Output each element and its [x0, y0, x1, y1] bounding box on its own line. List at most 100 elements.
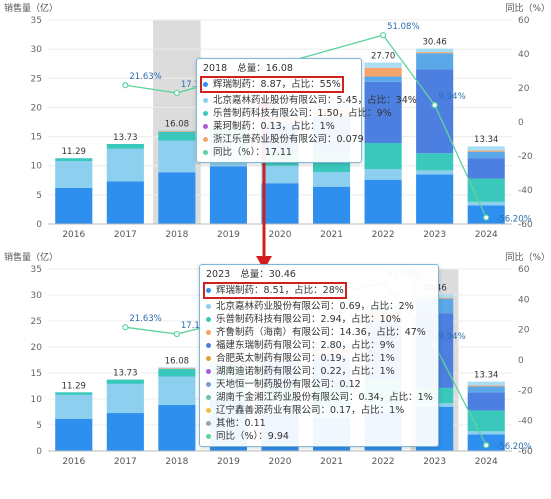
yoy-data-label: 17.1: [181, 321, 200, 331]
bar-segment: [106, 413, 144, 451]
y2-tick-label: -40: [518, 417, 533, 427]
bar-segment: [364, 76, 402, 82]
tooltip-total-value: 30.46: [268, 269, 296, 280]
legend-dot-icon: [206, 369, 211, 374]
x-tick-label: 2017: [114, 457, 137, 467]
bar-segment: [158, 404, 196, 451]
tooltip-row: 北京嘉林药业股份有限公司：0.69，占比：2%: [206, 300, 432, 313]
tooltip-row-text: 辽宁鑫善源药业有限公司：0.17，占比：1%: [216, 405, 405, 416]
yoy-point: [122, 324, 129, 331]
tooltip-row: 同比（%）：9.94: [206, 430, 432, 443]
legend-dot-icon: [203, 82, 208, 87]
y-tick-label: 20: [31, 343, 43, 353]
yoy-point: [380, 32, 387, 39]
x-tick-label: 2019: [217, 457, 240, 467]
y-axis-title: 销售量（亿）: [4, 2, 58, 14]
yoy-data-label: 9.94%: [439, 92, 466, 102]
bar-total-label: 30.46: [422, 38, 446, 48]
legend-dot-icon: [206, 421, 211, 426]
x-tick-label: 2018: [165, 457, 188, 467]
tooltip-row: 辽宁鑫善源药业有限公司：0.17，占比：1%: [206, 404, 432, 417]
y2-tick-label: -20: [518, 152, 533, 162]
legend-dot-icon: [203, 150, 208, 155]
tooltip-row-text: 同比（%）：17.11: [213, 147, 292, 158]
tooltip-row-text: 莱珂制药：0.13，占比：1%: [213, 121, 335, 132]
x-tick-label: 2016: [62, 230, 85, 240]
bar-total-label: 11.29: [62, 147, 86, 157]
bar-segment: [416, 69, 454, 154]
tooltip-row-text: 齐鲁制药（海南）有限公司：14.36，占比：47%: [216, 327, 426, 338]
tooltip-highlight-box: 辉瑞制药：8.51，占比：28%: [203, 282, 347, 299]
tooltip-colon: ：: [256, 63, 266, 74]
bar-segment: [106, 143, 144, 149]
bar-segment: [416, 53, 454, 70]
tooltip-row: 其他：0.11: [206, 417, 432, 430]
x-tick-label: 2017: [114, 230, 137, 240]
yoy-point: [483, 214, 490, 221]
bar-segment: [158, 367, 196, 369]
yoy-data-label: 17.11: [181, 80, 205, 90]
bar-segment: [106, 379, 144, 384]
legend-dot-icon: [203, 137, 208, 142]
tooltip-row: 莱珂制药：0.13，占比：1%: [203, 120, 355, 133]
bar-segment: [158, 376, 196, 405]
y-tick-label: 30: [31, 291, 43, 301]
tooltip-total-label: 总量: [237, 63, 257, 74]
tooltip-row-text: 福建东瑞制药有限公司：2.80，占比：9%: [216, 340, 395, 351]
y2-tick-label: 0: [518, 356, 524, 366]
tooltip-row: 辉瑞制药：8.87，占比：55%: [200, 75, 355, 94]
y2-axis-title: 同比（%）: [505, 251, 550, 263]
tooltip-header: 2018 总量：16.08: [203, 62, 355, 75]
bar-segment: [209, 166, 248, 224]
y2-tick-label: 40: [518, 50, 530, 60]
y2-tick-label: 60: [518, 265, 530, 275]
bar-total-label: 16.08: [165, 356, 189, 366]
y-tick-label: 0: [36, 447, 42, 457]
y-tick-label: 15: [31, 133, 42, 143]
y2-tick-label: -60: [518, 447, 533, 457]
yoy-data-label: 21.63%: [129, 72, 161, 82]
bar-segment: [55, 158, 93, 162]
x-tick-label: 2022: [372, 457, 395, 467]
bar-segment: [312, 186, 351, 224]
legend-dot-icon: [206, 408, 211, 413]
bar-segment: [467, 146, 505, 151]
tooltip-total-value: 16.08: [265, 63, 293, 74]
bar-segment: [158, 368, 196, 377]
tooltip-row-text: 湖南千金湘江药业股份有限公司：0.34，占比：1%: [216, 392, 433, 403]
x-tick-label: 2023: [423, 457, 446, 467]
tooltip-row-text: 同比（%）：9.94: [216, 431, 289, 442]
tooltip-year: 2018: [203, 63, 228, 74]
y-tick-label: 10: [31, 162, 43, 172]
x-tick-label: 2020: [269, 457, 292, 467]
bar-total-label: 27.70: [371, 52, 395, 62]
yoy-point: [431, 102, 438, 109]
bar-segment: [158, 368, 196, 369]
yoy-point: [173, 89, 180, 97]
tooltip-row: 同比（%）：17.11: [203, 146, 355, 159]
bar-segment: [416, 153, 454, 171]
bar-segment: [467, 392, 505, 411]
tooltip-highlight-box: 辉瑞制药：8.87，占比：55%: [200, 76, 344, 93]
yoy-point: [173, 330, 180, 338]
yoy-point: [483, 442, 490, 449]
tooltip-row-text: 北京嘉林药业股份有限公司：0.69，占比：2%: [216, 301, 414, 312]
tooltip-header: 2023 总量：30.46: [206, 268, 432, 281]
tooltip-2018: 2018 总量：16.08 辉瑞制药：8.87，占比：55% 北京嘉林药业股份有限公司…: [196, 58, 417, 163]
x-tick-label: 2020: [269, 230, 292, 240]
bar-segment: [55, 187, 93, 224]
bar-segment: [467, 158, 505, 179]
y-tick-label: 35: [31, 265, 42, 275]
y2-tick-label: 40: [518, 295, 530, 305]
bar-total-label: 13.34: [474, 135, 498, 145]
tooltip-row: 湖南迪诺制药有限公司：0.22，占比：1%: [206, 365, 432, 378]
bar-total-label: 11.29: [62, 381, 86, 391]
yoy-data-label: -56.20%: [496, 215, 531, 225]
yoy-data-label: 51.08%: [387, 22, 419, 32]
tooltip-row: 乐普制药科技有限公司：2.94，占比：10%: [206, 313, 432, 326]
tooltip-colon: ：: [259, 269, 269, 280]
bar-segment: [158, 131, 196, 141]
tooltip-row-text: 乐普制药科技有限公司：1.50，占比：9%: [213, 108, 392, 119]
x-tick-label: 2024: [475, 457, 498, 467]
y-tick-label: 35: [31, 16, 42, 26]
